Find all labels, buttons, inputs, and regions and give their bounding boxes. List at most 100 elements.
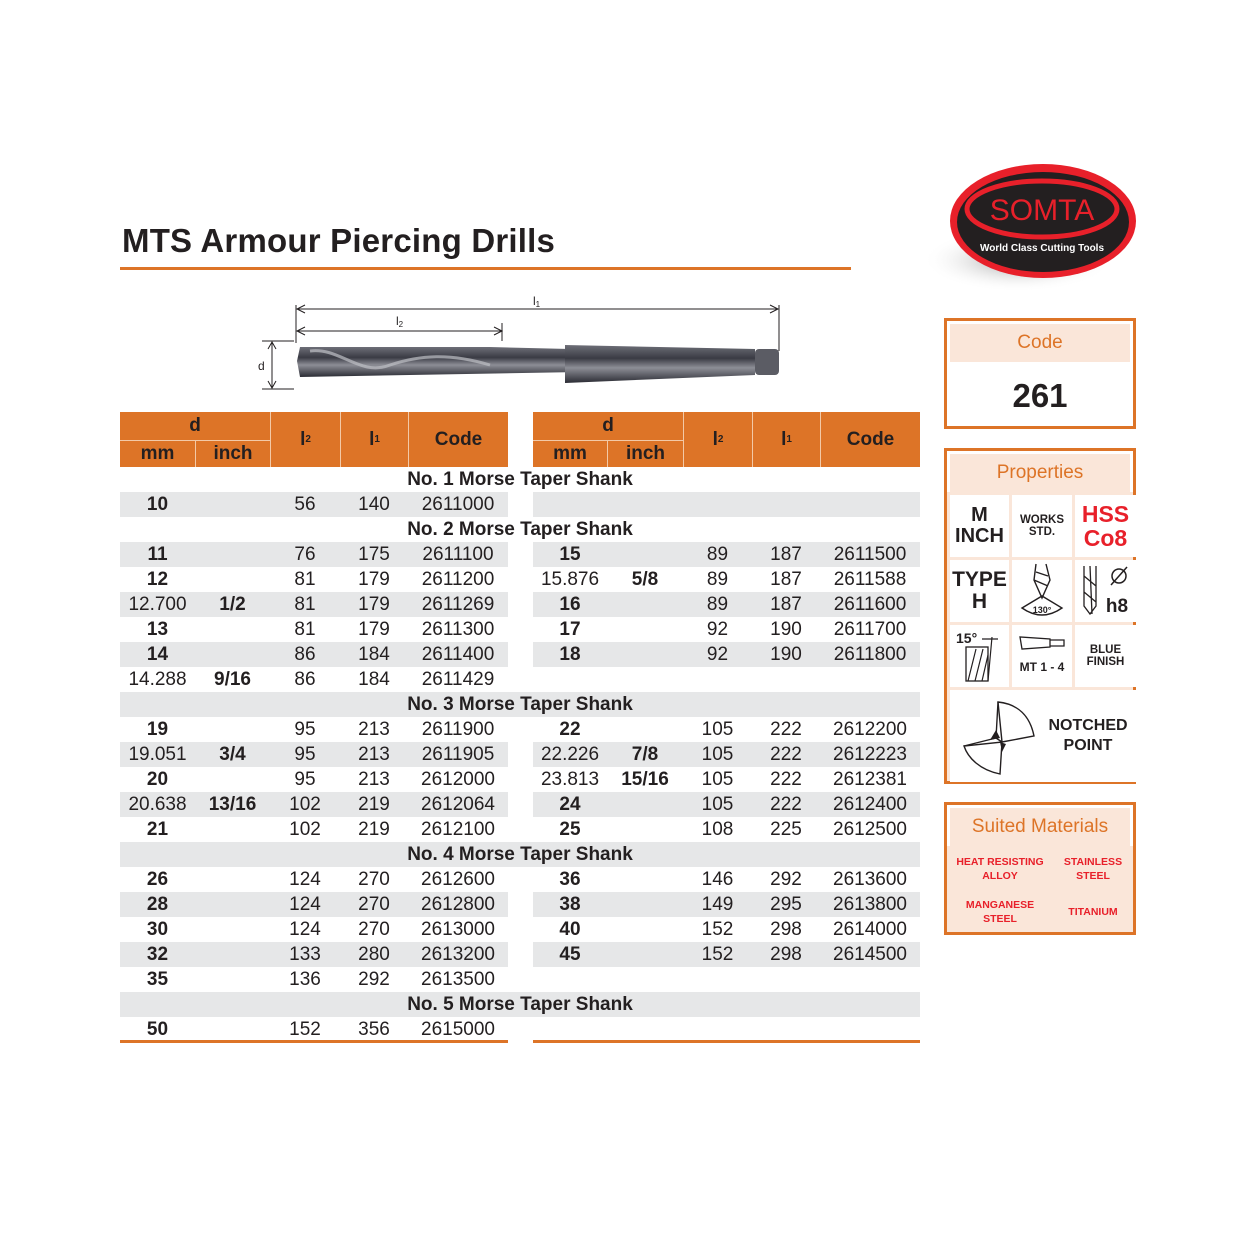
drill-dimension-diagram: l1 l2 d <box>258 294 780 390</box>
suited-materials-label: Suited Materials <box>950 808 1130 846</box>
cell-mm: 12 <box>146 569 169 590</box>
cell-code: 2611269 <box>421 594 495 615</box>
table-row: 19.051 3/4 95 213 2611905 22.226 7/8 105 222 2612… <box>120 742 920 767</box>
cell-l2: 81 <box>294 594 316 615</box>
cell-inch <box>195 642 270 667</box>
cell-code: 2611000 <box>421 494 495 515</box>
header-inch: inch <box>195 441 270 467</box>
cell-mm: 40 <box>559 919 581 940</box>
cell-l2: 146 <box>701 869 734 890</box>
cell-l1: 187 <box>770 569 802 590</box>
cell-code: 2613500 <box>421 969 495 990</box>
cell-code: 2612064 <box>421 794 495 815</box>
cell-l2: 95 <box>294 744 316 765</box>
cell-code: 2611100 <box>422 544 494 565</box>
table-row: 20 95 213 2612000 23.813 15/16 105 222 2612381 <box>120 767 920 792</box>
properties-label: Properties <box>950 454 1130 492</box>
table-row: 19 95 213 2611900 22 105 222 2612200 <box>120 717 920 742</box>
cell-l2: 92 <box>706 619 729 640</box>
cell-inch <box>607 617 683 642</box>
cell-inch <box>607 792 683 817</box>
title-divider <box>120 267 851 270</box>
cell-l1: 222 <box>770 744 802 765</box>
taper-shank-icon: MT 1 - 4 <box>1019 636 1065 674</box>
cell-inch <box>195 617 270 642</box>
cell-code: 2611800 <box>833 644 907 665</box>
cell-l2: 124 <box>289 869 321 890</box>
cell-l1: 190 <box>770 619 802 640</box>
header-d: d <box>120 412 270 441</box>
cell-code: 2611900 <box>421 719 495 740</box>
cell-code: 2611700 <box>833 619 907 640</box>
cell-mm: 23.813 <box>540 769 600 790</box>
cell-mm: 11 <box>147 544 168 565</box>
cell-l2: 89 <box>706 544 729 565</box>
cell-mm: 32 <box>146 944 169 965</box>
cell-l2: 102 <box>289 794 321 815</box>
notched-point-icon <box>963 701 1035 775</box>
cell-inch: 5/8 <box>631 569 659 590</box>
cell-inch <box>195 817 270 842</box>
helix-angle: 15° <box>950 625 1009 687</box>
helix-angle-icon: 15° <box>956 630 998 682</box>
header-d: d <box>533 412 683 441</box>
drill-image <box>297 345 779 383</box>
cell-mm: 14.288 <box>128 669 187 690</box>
cell-inch <box>195 567 270 592</box>
table-row: 21 102 219 2612100 25 108 225 2612500 <box>120 817 920 842</box>
cell-l1: 270 <box>358 869 390 890</box>
cell-l2: 149 <box>701 894 734 915</box>
cell-inch: 7/8 <box>631 744 659 765</box>
section-header-row: No. 2 Morse Taper Shank <box>120 517 920 542</box>
svg-text:130°: 130° <box>1033 605 1052 615</box>
section-header-row: No. 1 Morse Taper Shank <box>120 467 920 492</box>
cell-l2: 86 <box>294 644 316 665</box>
table-row: 26 124 270 2612600 36 146 292 2613600 <box>120 867 920 892</box>
cell-l2: 86 <box>294 669 316 690</box>
section-title: No. 2 Morse Taper Shank <box>407 519 633 540</box>
cell-inch <box>195 867 270 892</box>
table-row: 11 76 175 2611100 15 89 187 2611500 <box>120 542 920 567</box>
table-row: 30 124 270 2613000 40 152 298 2614000 <box>120 917 920 942</box>
section-title: No. 5 Morse Taper Shank <box>407 994 633 1015</box>
table-row: 28 124 270 2612800 38 149 295 2613800 <box>120 892 920 917</box>
cell-mm: 18 <box>559 644 581 665</box>
cell-mm: 15.876 <box>540 569 600 590</box>
cell-mm: 19.051 <box>128 744 187 765</box>
cell-code: 2612223 <box>833 744 907 765</box>
cell-mm: 36 <box>559 869 581 890</box>
cell-inch <box>607 642 683 667</box>
cell-code: 2611588 <box>833 569 907 590</box>
cell-code: 2614000 <box>833 919 907 940</box>
diameter-tolerance-icon: h8 <box>1082 565 1128 617</box>
cell-mm: 25 <box>559 819 581 840</box>
section-title: No. 4 Morse Taper Shank <box>407 844 633 865</box>
cell-l1: 222 <box>770 719 802 740</box>
cell-code: 2612200 <box>833 719 907 740</box>
cell-mm: 14 <box>146 644 169 665</box>
table-row: 10 56 140 2611000 <box>120 492 920 517</box>
cell-l2: 81 <box>294 569 316 590</box>
material-titanium: TITANIUM <box>1068 905 1118 918</box>
table-bottom-rule-left <box>120 1040 508 1043</box>
type-h: TYPE H <box>950 560 1009 622</box>
material-manganese-steel: MANGANESE STEEL <box>965 899 1035 925</box>
cell-inch <box>607 717 683 742</box>
cell-l1: 295 <box>770 894 802 915</box>
cell-code: 2613200 <box>421 944 495 965</box>
d-label: d <box>258 359 265 373</box>
cell-l1: 270 <box>358 919 390 940</box>
cell-l2: 124 <box>289 894 321 915</box>
cell-l2: 89 <box>706 594 729 615</box>
cell-mm: 26 <box>146 869 169 890</box>
cell-mm: 50 <box>146 1019 169 1040</box>
cell-mm: 20.638 <box>128 794 187 815</box>
suited-materials-box: Suited Materials HEAT RESISTING ALLOY STA… <box>944 802 1136 935</box>
cell-l2: 105 <box>701 719 734 740</box>
cell-l2: 92 <box>706 644 729 665</box>
cell-code: 2612400 <box>833 794 907 815</box>
section-header-row: No. 5 Morse Taper Shank <box>120 992 920 1017</box>
